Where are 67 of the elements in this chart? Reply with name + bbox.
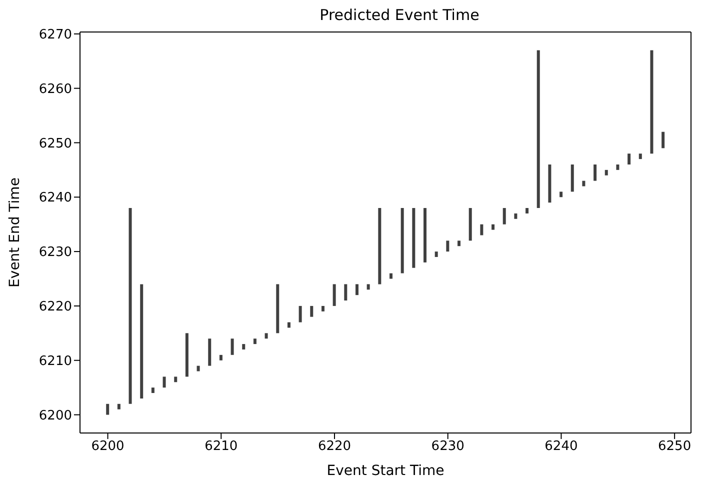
y-tick-label: 6260 — [38, 82, 72, 97]
bar — [628, 154, 631, 164]
x-tick-label: 6230 — [431, 439, 464, 454]
bar — [321, 306, 324, 312]
bar — [480, 224, 484, 236]
x-tick-label: 6200 — [91, 439, 124, 454]
bar — [219, 354, 222, 360]
chart-title: Predicted Event Time — [318, 6, 480, 24]
bar — [594, 164, 597, 181]
bar — [526, 208, 529, 214]
y-tick-label: 6200 — [38, 408, 72, 424]
bar — [424, 208, 427, 262]
bar — [650, 50, 654, 154]
y-axis-title: Event End Time — [6, 178, 23, 288]
bar — [514, 213, 518, 219]
y-tick-label: 6270 — [38, 28, 72, 43]
bar — [412, 208, 416, 268]
bar — [502, 208, 506, 224]
bar — [242, 344, 246, 350]
bar — [174, 376, 178, 382]
bar — [582, 180, 586, 186]
bar — [162, 376, 166, 388]
bar — [458, 240, 461, 246]
bar — [366, 284, 370, 290]
bar — [536, 50, 540, 208]
bar — [390, 273, 392, 279]
y-tick-label: 6210 — [38, 354, 72, 369]
bar — [378, 208, 382, 284]
bar — [264, 333, 268, 339]
x-tick-label: 6220 — [318, 439, 352, 454]
y-tick-label: 6240 — [38, 190, 72, 206]
bar — [344, 284, 348, 301]
bar — [140, 284, 144, 398]
bar — [128, 208, 132, 404]
bar — [616, 164, 620, 170]
bar — [230, 338, 234, 355]
y-tick-label: 6250 — [38, 136, 72, 152]
y-tick-label: 6220 — [38, 300, 72, 315]
bar — [151, 388, 154, 394]
bar — [276, 284, 280, 334]
bar — [662, 132, 665, 148]
x-tick-label: 6210 — [204, 439, 238, 454]
bar — [106, 404, 110, 415]
bar — [434, 252, 438, 257]
x-axis-title: Event Start Time — [326, 463, 444, 479]
bar — [117, 404, 120, 410]
bar — [446, 240, 450, 252]
bar — [196, 366, 200, 372]
bar — [208, 338, 212, 366]
bar — [298, 306, 302, 322]
bar — [492, 224, 495, 230]
bar — [548, 164, 552, 203]
bar — [400, 208, 404, 274]
bar — [287, 322, 290, 328]
bar — [468, 208, 472, 241]
bar — [560, 192, 563, 198]
bar — [310, 306, 314, 317]
bar — [332, 284, 336, 306]
x-tick-label: 6240 — [544, 439, 578, 454]
bar — [253, 338, 256, 344]
bar — [570, 164, 574, 192]
y-tick-label: 6230 — [38, 245, 72, 260]
bar — [604, 170, 608, 176]
bar — [638, 154, 642, 160]
x-tick-label: 6250 — [658, 439, 692, 454]
bar — [355, 284, 358, 296]
bar — [185, 333, 188, 377]
